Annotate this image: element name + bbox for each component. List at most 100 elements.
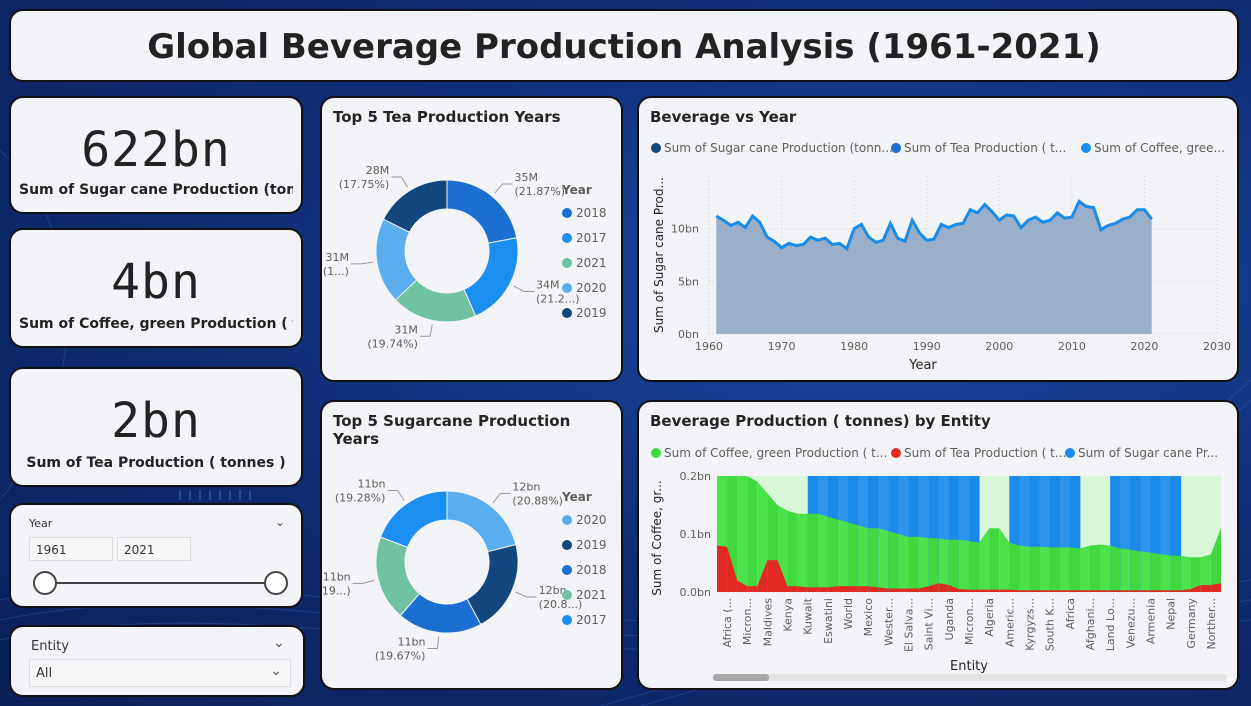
sugarcane-ribbon xyxy=(1019,476,1030,592)
legend-marker xyxy=(562,283,572,293)
tea-ribbon xyxy=(928,583,939,592)
year-slicer-title: Year xyxy=(29,517,53,530)
data-label: (19.28%) xyxy=(335,492,386,505)
legend-marker xyxy=(651,143,661,153)
x-tick-label: 2010 xyxy=(1058,340,1086,353)
legend-item: 2019 xyxy=(576,538,607,552)
sugarcane-ribbon xyxy=(898,476,910,592)
tea-ribbon xyxy=(1210,583,1221,592)
entity-ribbon-card[interactable]: Beverage Production ( tonnes) by Entity … xyxy=(637,400,1239,690)
x-tick-label: Uganda xyxy=(943,598,956,640)
coffee-ribbon xyxy=(1210,528,1221,592)
kpi-label: Sum of Coffee, green Production ( t... xyxy=(19,316,293,332)
leader-line xyxy=(419,324,433,337)
tea-ribbon xyxy=(1200,585,1211,592)
year-start-input[interactable]: 1961 xyxy=(29,537,113,561)
coffee-ribbon xyxy=(837,519,849,592)
leader-line xyxy=(391,176,409,188)
coffee-ribbon xyxy=(1150,552,1161,592)
legend-item: Sum of Coffee, green Production ( t... xyxy=(664,446,887,460)
coffee-ribbon xyxy=(827,516,838,592)
x-tick-label: Wester... xyxy=(882,598,895,646)
coffee-ribbon xyxy=(1049,547,1060,592)
year-end-input[interactable]: 2021 xyxy=(117,537,191,561)
sugar-donut-card[interactable]: Top 5 Sugarcane Production Years 12bn (20… xyxy=(320,400,623,690)
coffee-ribbon xyxy=(787,510,798,592)
entity-slicer[interactable]: Entity ⌄ All ⌄ xyxy=(9,625,305,697)
data-label: (21.2...) xyxy=(536,292,580,305)
kpi-card-sugarcane[interactable]: 622bn Sum of Sugar cane Production (tonn… xyxy=(9,96,303,214)
kpi-card-tea[interactable]: 2bn Sum of Tea Production ( tonnes ) xyxy=(9,367,303,487)
scrollbar-thumb[interactable] xyxy=(713,674,769,681)
data-label: 12bn xyxy=(539,584,567,597)
x-tick-label: Afghani... xyxy=(1084,598,1097,650)
kpi-card-coffee[interactable]: 4bn Sum of Coffee, green Production ( t.… xyxy=(9,228,303,348)
coffee-ribbon xyxy=(1110,545,1121,592)
slider-end-handle[interactable] xyxy=(264,571,288,595)
coffee-ribbon xyxy=(1079,545,1090,592)
entity-ribbon-chart[interactable]: Sum of Coffee, green Production ( t... Su… xyxy=(639,402,1237,688)
tea-ribbon xyxy=(727,546,738,592)
legend-item: 2017 xyxy=(576,613,607,627)
coffee-ribbon xyxy=(1069,547,1080,592)
year-range-slider[interactable] xyxy=(11,563,303,603)
entity-selected-value: All xyxy=(36,666,53,681)
legend-marker xyxy=(891,448,901,458)
slider-start-handle[interactable] xyxy=(33,571,57,595)
data-label: 35M xyxy=(514,171,538,184)
tea-donut-card[interactable]: Top 5 Tea Production Years 35M (21.87%) 34… xyxy=(320,96,623,382)
tea-ribbon xyxy=(848,586,859,592)
tea-donut-chart[interactable]: 35M(21.87%)34M(21.2...)31M(19.74%)31M(1.… xyxy=(322,98,621,380)
beverage-year-area-chart[interactable]: Sum of Sugar cane Production (tonn... Sum… xyxy=(639,98,1237,380)
coffee-ribbon xyxy=(1170,555,1181,592)
sugarcane-ribbon xyxy=(1130,476,1141,592)
coffee-ribbon xyxy=(868,528,879,592)
coffee-ribbon xyxy=(1039,546,1050,592)
coffee-ribbon xyxy=(1009,542,1020,592)
tea-ribbon xyxy=(767,560,778,592)
data-label: (20.88%) xyxy=(512,494,563,507)
legend-item: 2018 xyxy=(576,563,607,577)
x-tick-label: Americ... xyxy=(1003,598,1016,647)
chevron-down-icon[interactable]: ⌄ xyxy=(275,515,286,529)
coffee-ribbon xyxy=(1019,545,1030,592)
data-label: (19.67%) xyxy=(375,649,426,662)
leader-line xyxy=(494,183,513,194)
leader-line xyxy=(515,591,537,598)
visual-title: Top 5 Tea Production Years xyxy=(333,108,561,126)
chevron-down-icon[interactable]: ⌄ xyxy=(273,635,285,651)
beverage-year-card[interactable]: Beverage vs Year Sum of Sugar cane Produ… xyxy=(637,96,1239,382)
y-tick-label: 0.1bn xyxy=(680,528,711,541)
coffee-ribbon xyxy=(948,539,959,592)
legend-item: Sum of Tea Production ( t... xyxy=(904,446,1066,460)
coffee-ribbon xyxy=(999,528,1010,592)
legend-marker xyxy=(651,448,661,458)
tea-ribbon xyxy=(1009,589,1020,592)
x-tick-label: Kuwait xyxy=(802,597,815,634)
y-tick-label: 10bn xyxy=(671,223,699,236)
legend-item: 2020 xyxy=(576,513,607,527)
tea-ribbon xyxy=(918,586,929,592)
sugarcane-ribbon xyxy=(1059,476,1071,592)
legend-marker xyxy=(562,540,572,550)
legend-marker xyxy=(562,208,572,218)
y-tick-label: 0.0bn xyxy=(680,586,711,599)
tea-ribbon xyxy=(1019,590,1030,592)
tea-ribbon xyxy=(979,589,990,592)
tea-ribbon xyxy=(827,586,838,592)
sugarcane-donut-chart[interactable]: 12bn(20.88%)12bn(20.8...)11bn(19.67%)11b… xyxy=(322,402,621,688)
tea-ribbon xyxy=(1120,590,1131,592)
data-label: 34M xyxy=(536,278,560,291)
sugarcane-ribbon xyxy=(1160,476,1172,592)
horizontal-scrollbar[interactable] xyxy=(713,674,1227,681)
donut-slice xyxy=(463,237,519,317)
sugarcane-ribbon xyxy=(1110,476,1121,592)
data-label: (20.8...) xyxy=(539,598,583,611)
year-slicer[interactable]: Year ⌄ 1961 2021 xyxy=(9,503,303,608)
x-tick-label: 1960 xyxy=(695,340,723,353)
coffee-ribbon xyxy=(989,528,1000,592)
sugarcane-ribbon xyxy=(1029,476,1041,592)
entity-dropdown[interactable]: All ⌄ xyxy=(29,659,291,687)
tea-ribbon xyxy=(1170,590,1181,592)
tea-ribbon xyxy=(837,586,849,592)
